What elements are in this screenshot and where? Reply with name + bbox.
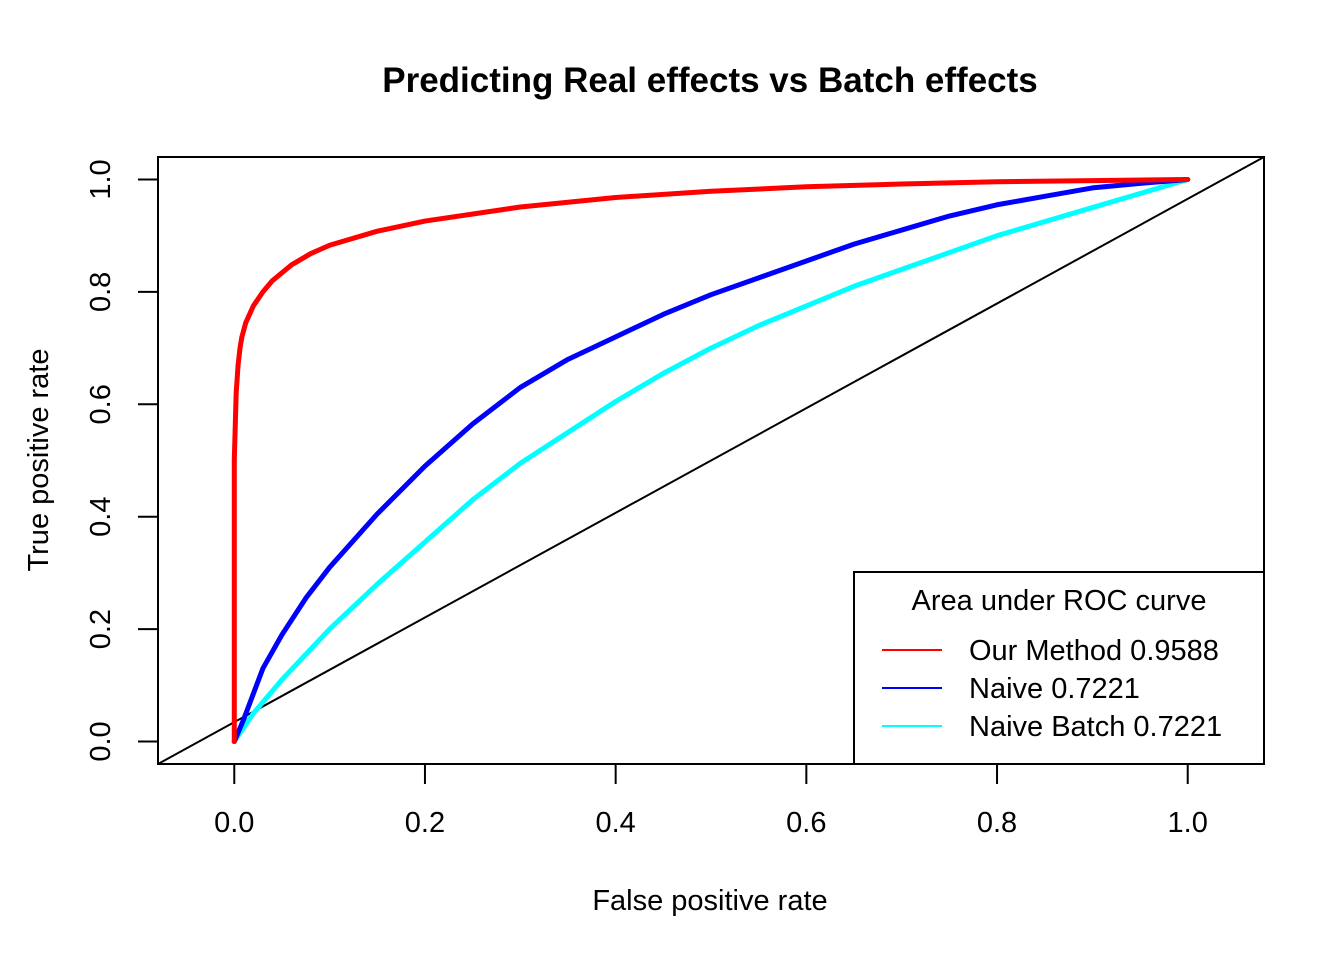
- legend-box: [853, 571, 1265, 765]
- series-line-1: [231, 176, 1191, 745]
- y-tick-label: 1.0: [85, 159, 117, 199]
- y-tick-label: 0.6: [85, 384, 117, 424]
- x-tick-label: 0.8: [977, 807, 1017, 839]
- x-tick-label: 0.0: [214, 807, 254, 839]
- y-tick-label: 0.0: [85, 721, 117, 761]
- legend-label-1: Naive 0.7221: [969, 673, 1140, 705]
- x-tick-label: 0.4: [595, 807, 635, 839]
- y-tick-label: 0.8: [85, 272, 117, 312]
- x-tick-label: 0.6: [786, 807, 826, 839]
- legend-label-0: Our Method 0.9588: [969, 635, 1219, 667]
- x-axis-label: False positive rate: [592, 885, 827, 917]
- series-line-0: [231, 176, 1191, 745]
- x-tick-label: 1.0: [1168, 807, 1208, 839]
- x-axis: 0.0 0.2 0.4 0.6 0.8 1.0: [214, 763, 1208, 839]
- x-tick-label: 0.2: [405, 807, 445, 839]
- y-axis-label: True positive rate: [23, 349, 55, 572]
- reference-diagonal-line: [158, 157, 1264, 764]
- chart-title: Predicting Real effects vs Batch effects: [382, 61, 1038, 100]
- legend-label-2: Naive Batch 0.7221: [969, 711, 1222, 743]
- series-line-2: [231, 176, 1191, 745]
- y-tick-label: 0.4: [85, 497, 117, 537]
- legend-title: Area under ROC curve: [912, 585, 1207, 617]
- legend: Area under ROC curve Our Method 0.9588 Na…: [853, 571, 1265, 765]
- y-axis: 0.0 0.2 0.4 0.6 0.8 1.0: [85, 159, 159, 762]
- y-tick-label: 0.2: [85, 609, 117, 649]
